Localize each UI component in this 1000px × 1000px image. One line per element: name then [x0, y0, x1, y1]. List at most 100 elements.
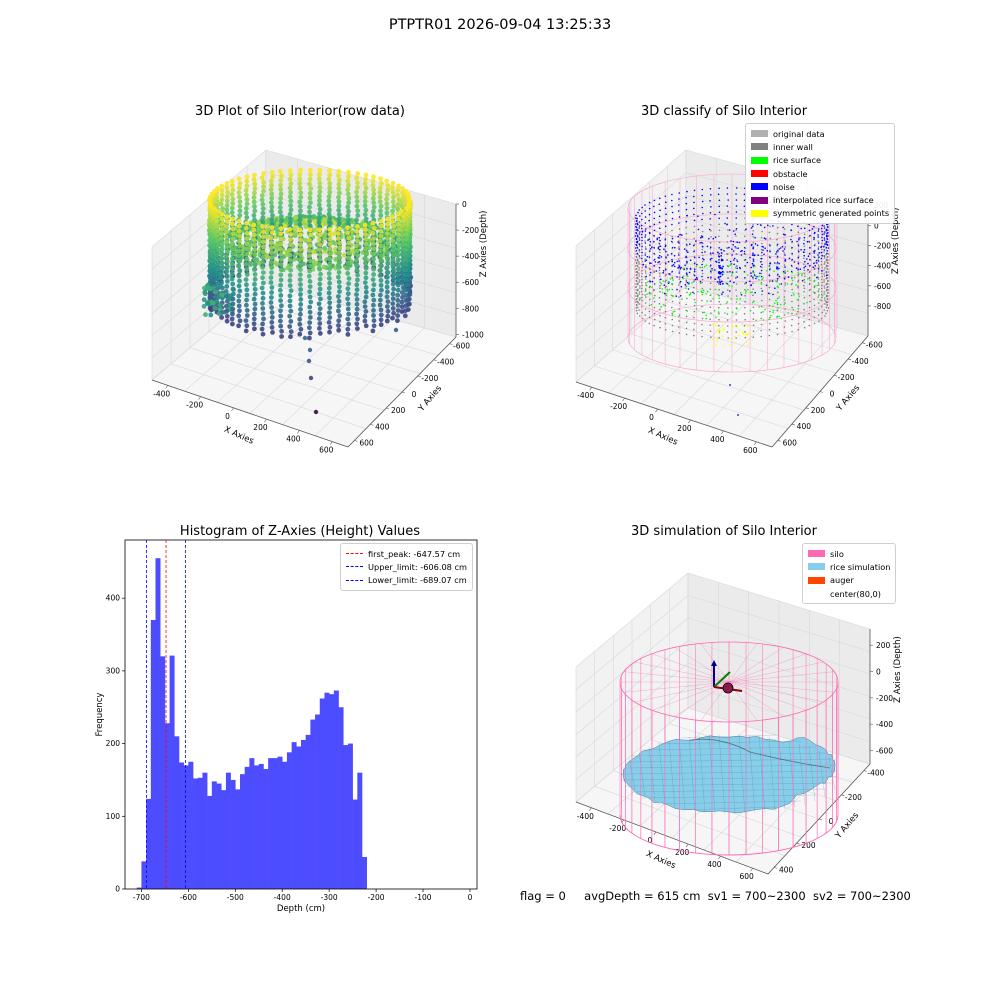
raw-point: [219, 226, 225, 232]
raw-point: [287, 313, 293, 319]
raw-point: [252, 267, 257, 272]
rice-surface-point: [646, 293, 648, 296]
plot-frame: [124, 539, 478, 890]
noise-point: [759, 224, 762, 226]
inner-wall-point: [818, 320, 820, 322]
inner-wall-point: [744, 265, 746, 268]
rice-surface-point: [662, 280, 665, 282]
inner-wall-point: [709, 318, 711, 321]
inner-wall-point: [718, 318, 720, 321]
histogram-bar: [286, 752, 292, 889]
noise-point: [676, 276, 678, 278]
raw-point: [307, 268, 312, 274]
noise-point: [743, 193, 746, 196]
x-axis-label: X Axies: [644, 849, 677, 871]
rice-surface-point: [650, 292, 652, 295]
raw-point: [391, 272, 396, 277]
legend-item: original data: [751, 127, 889, 140]
raw-point: [326, 271, 332, 276]
raw-point: [219, 265, 225, 271]
inner-wall-point: [641, 269, 643, 272]
raw-point: [399, 280, 405, 286]
raw-point: [390, 180, 396, 186]
raw-point: [354, 175, 360, 181]
raw-point: [230, 187, 236, 193]
x-tick: [688, 419, 691, 424]
x-tick: [718, 855, 721, 860]
noise-point: [752, 246, 755, 248]
noise-point: [720, 248, 723, 251]
noise-point: [701, 218, 703, 221]
raw-point: [261, 229, 266, 235]
noise-point: [728, 246, 730, 249]
raw-point: [400, 271, 405, 276]
inner-wall-point: [743, 271, 746, 274]
raw-point: [379, 287, 384, 293]
noise-point: [636, 241, 639, 244]
inner-wall-point: [797, 273, 800, 276]
inner-wall-point: [678, 296, 680, 298]
raw-point: [251, 199, 257, 205]
raw-point: [390, 291, 396, 297]
y-tick: [354, 440, 358, 442]
rice-surface-point: [731, 274, 733, 277]
inner-wall-point: [677, 258, 680, 260]
raw-point: [243, 225, 249, 231]
noise-point: [803, 236, 806, 239]
noise-point: [723, 249, 725, 252]
rice-surface-point: [768, 318, 770, 321]
inner-wall-point: [825, 264, 828, 267]
inner-wall-point: [726, 325, 729, 327]
histogram-bar: [216, 783, 222, 889]
raw-point: [260, 249, 266, 255]
noise-point: [693, 213, 695, 216]
raw-point: [307, 181, 312, 187]
raw-point: [269, 285, 275, 290]
noise-point: [671, 217, 674, 220]
raw-point: [224, 269, 230, 274]
y-tick-label: 400: [779, 865, 794, 874]
raw-point: [237, 288, 243, 294]
inner-wall-point: [813, 273, 816, 276]
raw-point: [219, 315, 225, 320]
raw-point: [220, 206, 225, 211]
panel4-title: 3D simulation of Silo Interior: [631, 524, 817, 539]
rice-surface-point: [778, 283, 781, 286]
raw-point: [269, 290, 274, 295]
raw-point: [251, 232, 257, 238]
inner-wall-point: [678, 270, 681, 272]
noise-point: [676, 260, 678, 263]
inner-wall-point: [653, 241, 655, 244]
inner-wall-point: [777, 250, 779, 253]
raw-point: [317, 232, 323, 238]
histogram-bar: [347, 743, 353, 889]
raw-point: [211, 211, 217, 216]
raw-point: [251, 213, 257, 218]
histogram-bar: [178, 762, 184, 889]
noise-point: [733, 259, 735, 261]
raw-point: [371, 318, 377, 323]
raw-point: [251, 237, 257, 243]
inner-wall-point: [653, 283, 656, 286]
legend-swatch: [808, 576, 825, 584]
raw-point: [278, 187, 284, 192]
x-tick-label: -700: [133, 893, 150, 902]
rice-surface-point: [670, 294, 673, 297]
raw-point: [336, 168, 342, 174]
raw-point: [287, 247, 293, 253]
symmetric-point: [712, 338, 714, 340]
inner-wall-point: [803, 284, 805, 287]
raw-point: [385, 289, 390, 295]
raw-point: [308, 167, 313, 173]
raw-point: [384, 178, 389, 184]
inner-wall-point: [664, 286, 667, 289]
inner-wall-point: [649, 243, 651, 246]
inner-wall-point: [718, 259, 720, 262]
inner-wall-point: [803, 290, 805, 293]
inner-wall-point: [718, 300, 721, 303]
noise-point: [735, 217, 737, 219]
noise-point: [776, 266, 779, 269]
raw-point: [317, 172, 322, 177]
noise-point: [638, 233, 641, 235]
noise-point: [821, 254, 823, 257]
